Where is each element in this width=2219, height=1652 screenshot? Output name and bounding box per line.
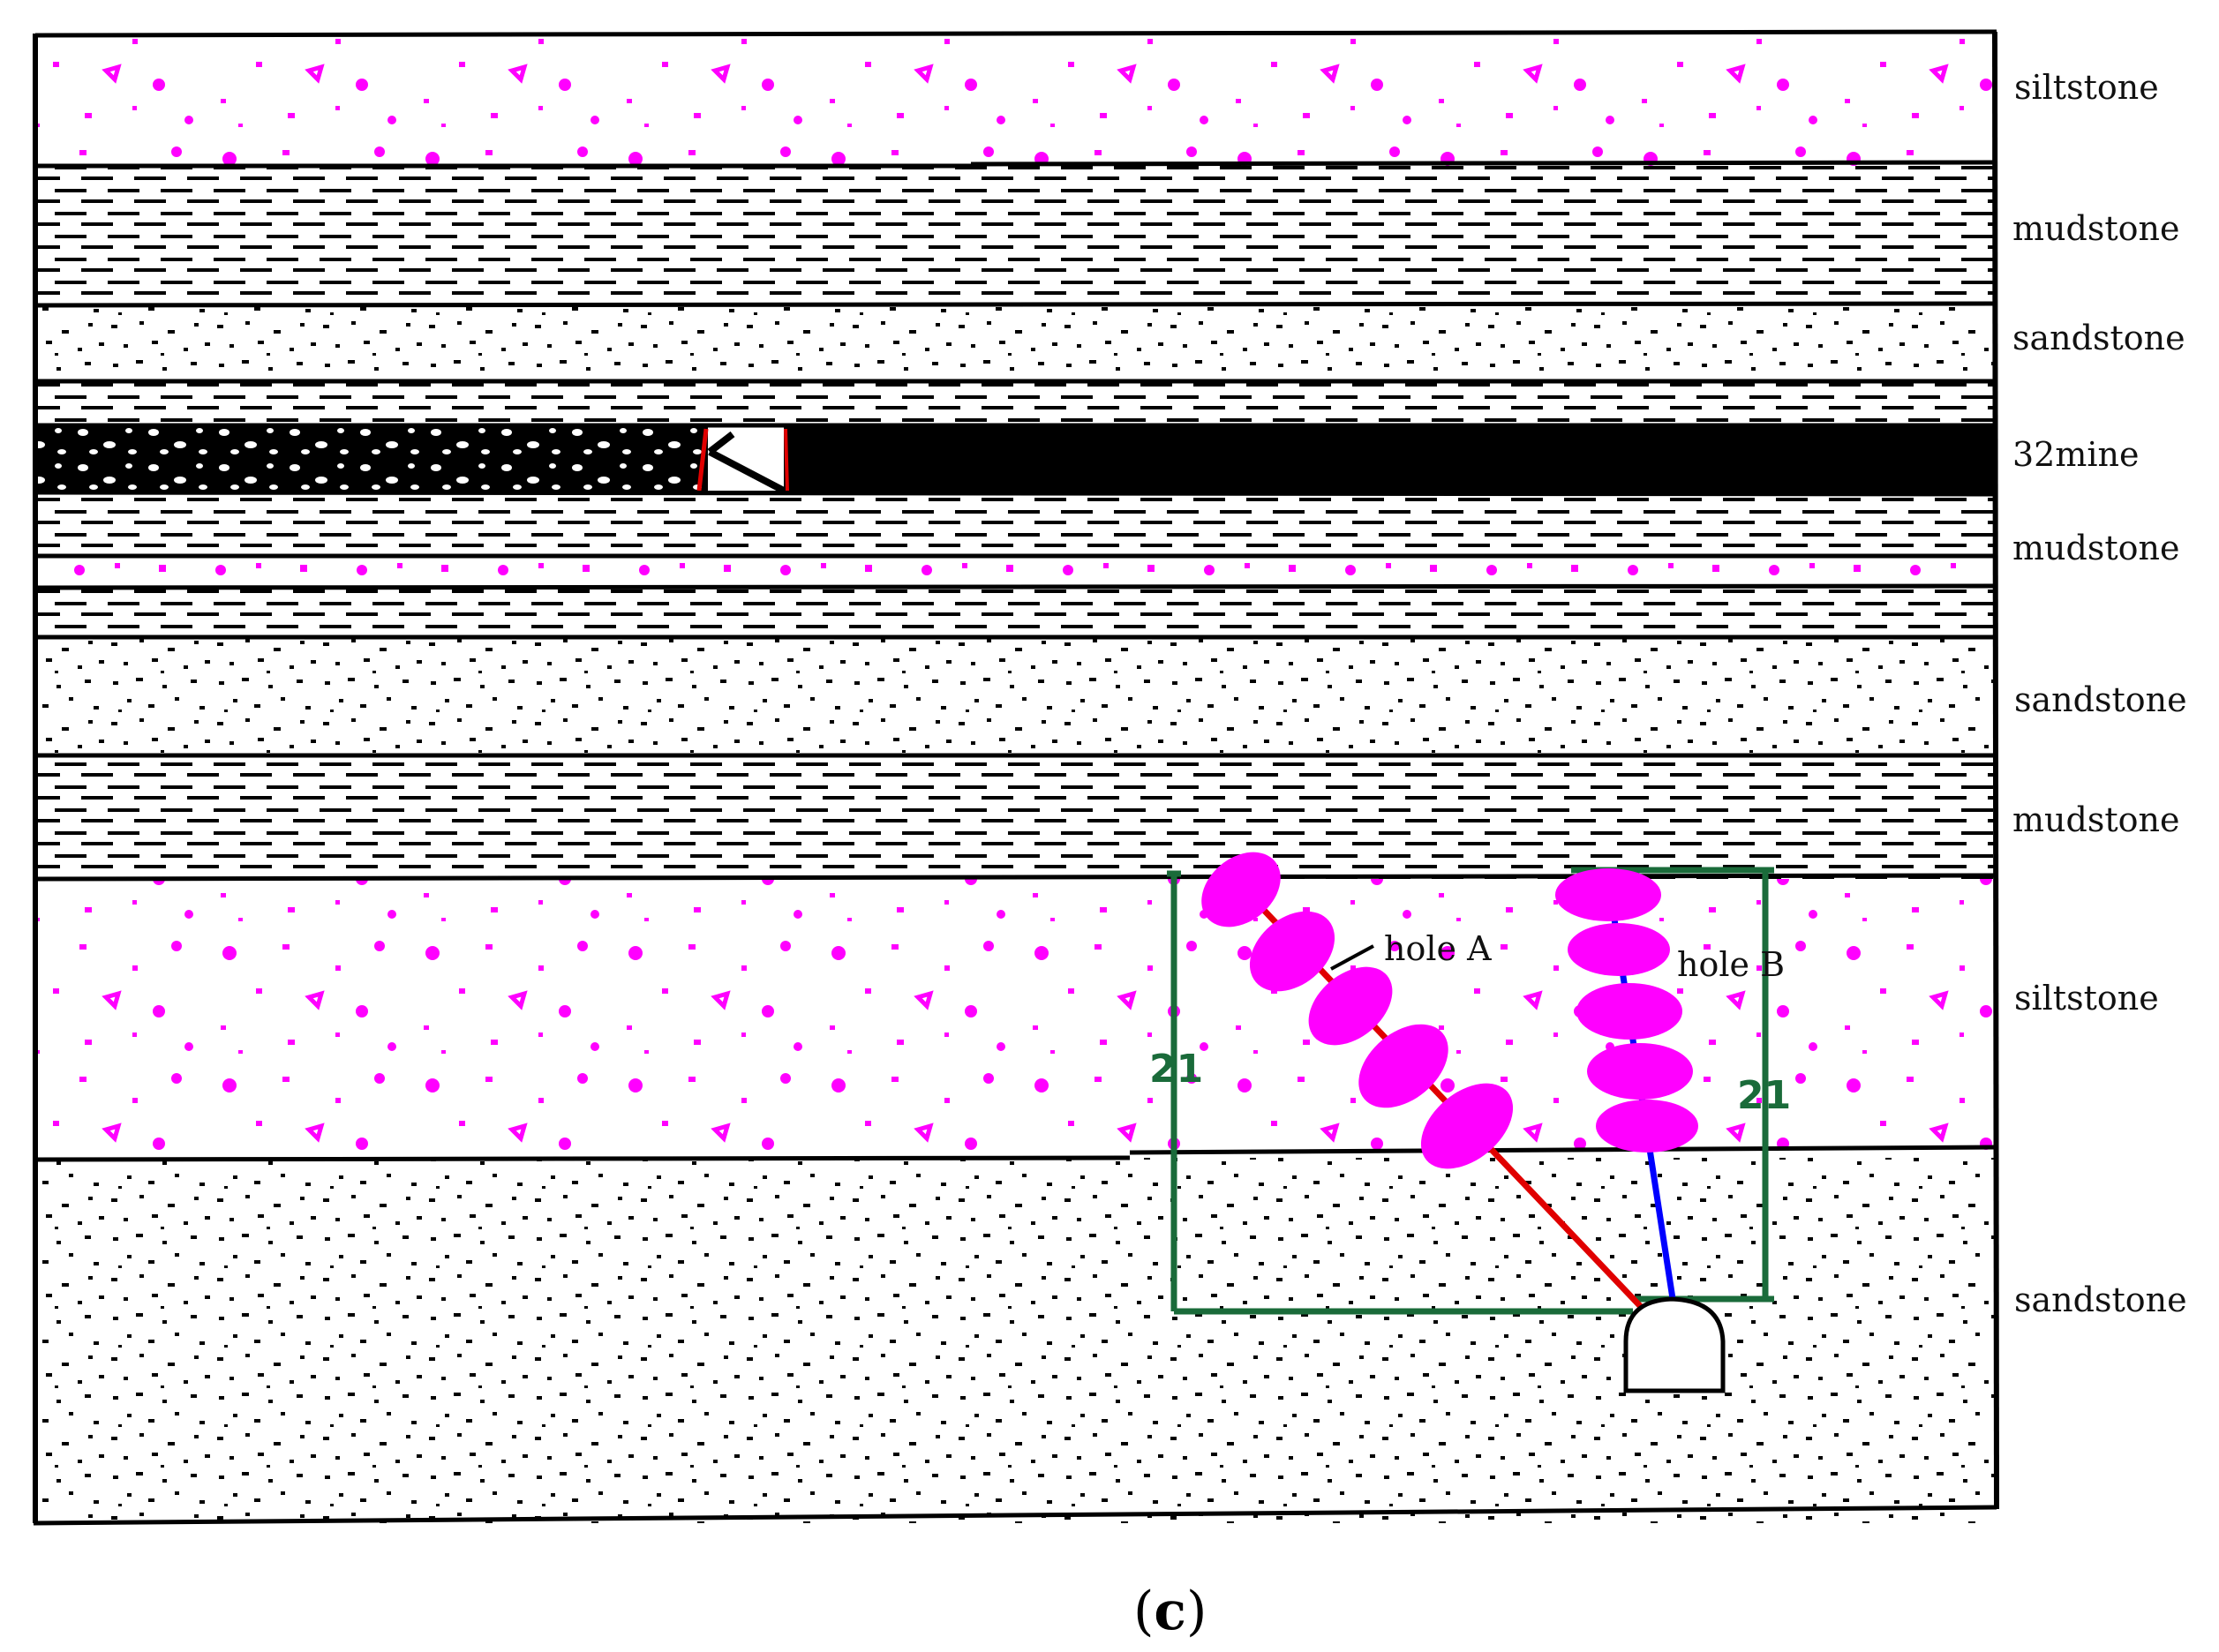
dimension-left-label: 21 bbox=[1149, 1047, 1203, 1092]
layer-label: sandstone bbox=[2014, 1280, 2187, 1319]
sandstone-layer-1 bbox=[35, 305, 1995, 381]
coal-seam-mined bbox=[35, 425, 706, 492]
mudstone-layer-2 bbox=[35, 492, 1995, 556]
mudstone-layer-3 bbox=[35, 588, 1995, 637]
dimension-right-label: 21 bbox=[1737, 1073, 1791, 1118]
layer-label: mudstone bbox=[2012, 800, 2179, 839]
layer-label: mudstone bbox=[2012, 529, 2179, 567]
caption-letter: c bbox=[1154, 1581, 1186, 1642]
layer-label: siltstone bbox=[2014, 68, 2159, 107]
layer-label: 32mine bbox=[2012, 435, 2140, 474]
figure-caption: (c) bbox=[1133, 1581, 1207, 1642]
diagram-frame bbox=[33, 29, 1999, 1526]
mudstone-thin-layer bbox=[35, 381, 1995, 425]
hole-a-fracture-zones bbox=[1201, 852, 1514, 1169]
coal-seam-solid bbox=[786, 425, 1995, 492]
hole-b-label: hole B bbox=[1677, 945, 1785, 984]
hole-a-leader bbox=[1330, 944, 1374, 971]
layer-labels: siltstone mudstone sandstone 32mine muds… bbox=[2012, 68, 2187, 1319]
layer-label: mudstone bbox=[2012, 209, 2179, 248]
siltstone-layer-bottom bbox=[35, 879, 1995, 1158]
longwall-support bbox=[696, 424, 789, 494]
layer-label: sandstone bbox=[2014, 680, 2187, 719]
mudstone-silt-band bbox=[35, 556, 1995, 588]
siltstone-layer-top bbox=[35, 35, 1995, 166]
caption-open: ( bbox=[1133, 1581, 1154, 1642]
mudstone-layer-1 bbox=[35, 166, 1995, 305]
caption-close: ) bbox=[1186, 1581, 1207, 1642]
layer-label: sandstone bbox=[2012, 319, 2185, 357]
hole-b-fracture-zones bbox=[1555, 868, 1698, 1153]
roadway bbox=[1623, 1296, 1726, 1393]
layer-label: siltstone bbox=[2014, 979, 2159, 1017]
hole-a-label: hole A bbox=[1384, 929, 1492, 968]
sandstone-layer-2 bbox=[35, 637, 1995, 755]
layer-boundaries bbox=[34, 160, 1996, 1162]
mudstone-layer-4 bbox=[35, 755, 1995, 879]
